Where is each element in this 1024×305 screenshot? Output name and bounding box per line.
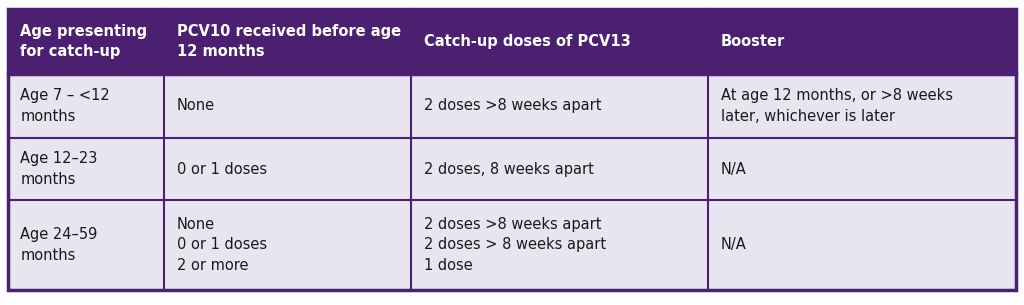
Bar — [8, 74, 165, 138]
Bar — [165, 138, 412, 200]
Text: Booster: Booster — [721, 34, 785, 49]
Text: N/A: N/A — [721, 237, 746, 252]
Text: 2 doses, 8 weeks apart: 2 doses, 8 weeks apart — [424, 162, 593, 177]
Text: None
0 or 1 doses
2 or more: None 0 or 1 doses 2 or more — [177, 217, 267, 273]
Text: None: None — [177, 99, 215, 113]
Bar — [8, 9, 165, 74]
Bar — [412, 200, 709, 290]
Text: 2 doses >8 weeks apart
2 doses > 8 weeks apart
1 dose: 2 doses >8 weeks apart 2 doses > 8 weeks… — [424, 217, 605, 273]
Bar — [709, 74, 1016, 138]
Text: Age 12–23
months: Age 12–23 months — [20, 151, 98, 187]
Bar — [8, 200, 165, 290]
Bar — [8, 138, 165, 200]
Bar — [165, 9, 412, 74]
Bar — [709, 200, 1016, 290]
Text: At age 12 months, or >8 weeks
later, whichever is later: At age 12 months, or >8 weeks later, whi… — [721, 88, 952, 124]
Text: Age 24–59
months: Age 24–59 months — [20, 227, 98, 263]
Bar — [709, 138, 1016, 200]
Bar — [412, 138, 709, 200]
Text: Age 7 – <12
months: Age 7 – <12 months — [20, 88, 111, 124]
Text: 0 or 1 doses: 0 or 1 doses — [177, 162, 267, 177]
Text: Age presenting
for catch-up: Age presenting for catch-up — [20, 24, 147, 59]
Bar — [412, 9, 709, 74]
Bar — [709, 9, 1016, 74]
Bar — [165, 200, 412, 290]
Bar — [412, 74, 709, 138]
Text: PCV10 received before age
12 months: PCV10 received before age 12 months — [177, 24, 400, 59]
Text: N/A: N/A — [721, 162, 746, 177]
Text: Catch-up doses of PCV13: Catch-up doses of PCV13 — [424, 34, 631, 49]
Text: 2 doses >8 weeks apart: 2 doses >8 weeks apart — [424, 99, 601, 113]
Bar — [165, 74, 412, 138]
